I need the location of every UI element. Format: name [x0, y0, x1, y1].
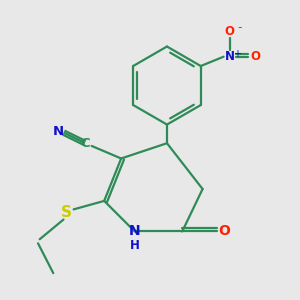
- Text: N: N: [129, 224, 140, 239]
- Text: N: N: [225, 50, 235, 63]
- Text: O: O: [219, 224, 231, 239]
- Text: H: H: [130, 239, 140, 252]
- Text: +: +: [233, 49, 241, 59]
- Text: O: O: [225, 25, 235, 38]
- Text: C: C: [81, 137, 90, 150]
- Text: O: O: [250, 50, 260, 63]
- Text: N: N: [53, 125, 64, 138]
- Text: -: -: [238, 21, 242, 34]
- Text: S: S: [61, 205, 72, 220]
